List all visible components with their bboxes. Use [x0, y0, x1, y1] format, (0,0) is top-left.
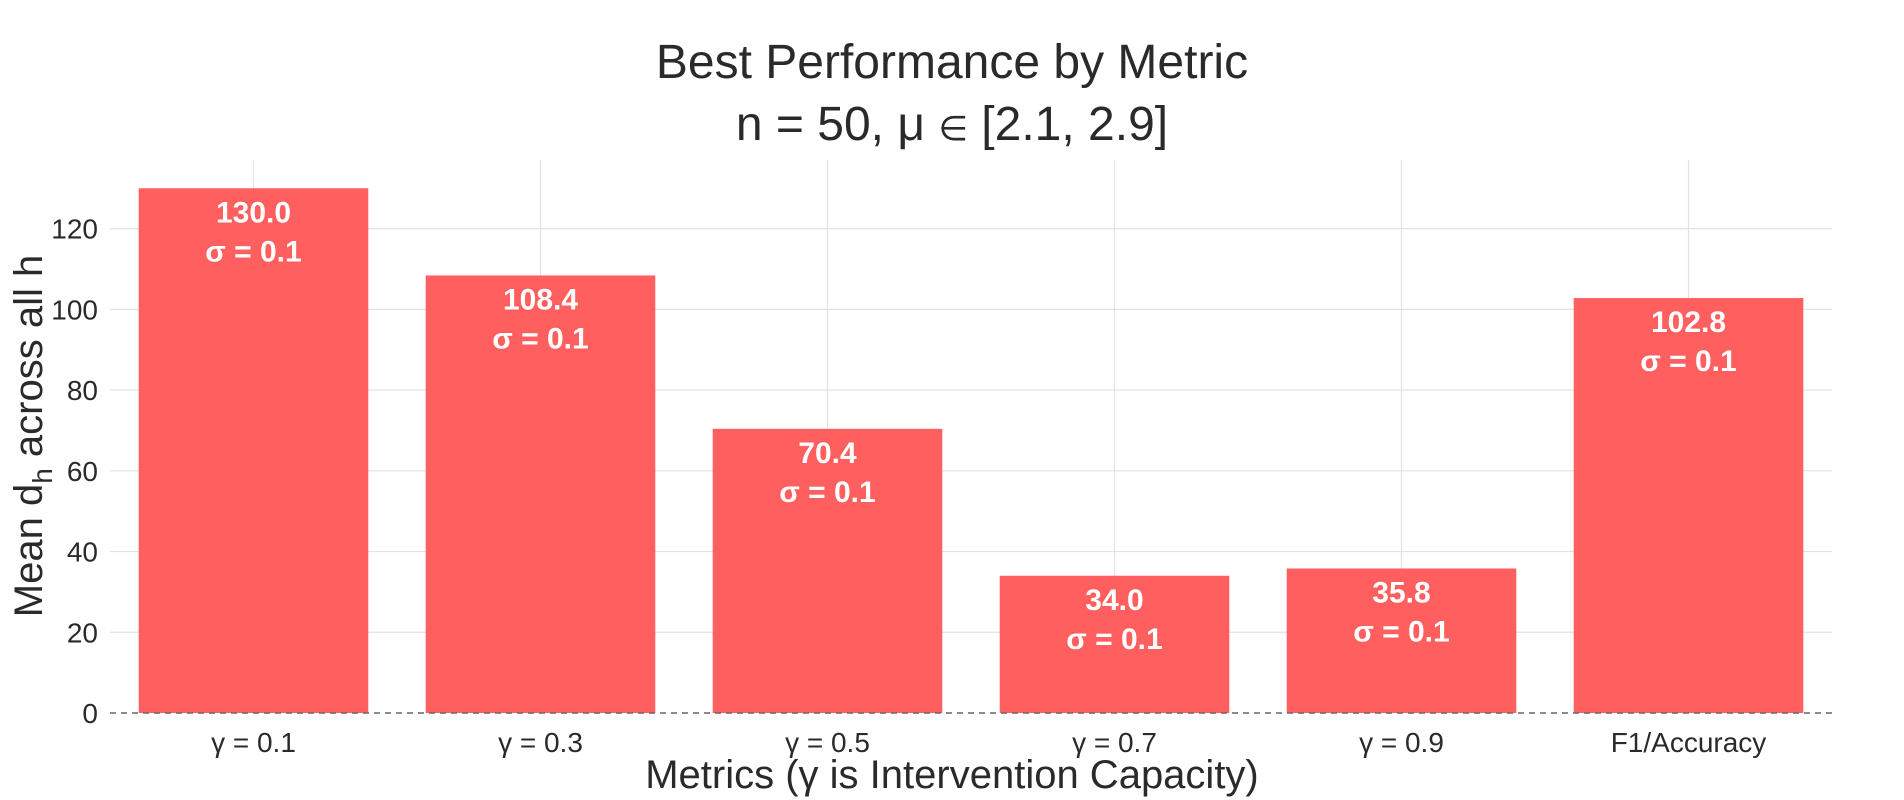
bar-value-label: 34.0: [1085, 584, 1143, 617]
x-tick-label: γ = 0.1: [211, 727, 296, 758]
bar-sigma-label: σ = 0.1: [1640, 345, 1736, 378]
y-tick-label: 20: [67, 617, 98, 648]
bar-2: [425, 275, 656, 713]
x-tick-label: γ = 0.7: [1072, 727, 1157, 758]
bar-sigma-label: σ = 0.1: [492, 322, 588, 355]
gridlines: [110, 160, 1832, 713]
bar-value-label: 108.4: [503, 283, 578, 316]
bars: [138, 188, 1804, 713]
y-tick-label: 120: [51, 214, 98, 245]
x-axis-title: Metrics (γ is Intervention Capacity): [645, 753, 1259, 797]
bar-sigma-label: σ = 0.1: [779, 476, 875, 509]
bar-sigma-label: σ = 0.1: [205, 235, 301, 268]
y-axis-ticks: 0 20 40 60 80 100 120: [51, 214, 98, 729]
y-tick-label: 60: [67, 456, 98, 487]
bar-value-label: 130.0: [216, 196, 291, 229]
y-axis-title: Mean dh across all h: [7, 255, 58, 617]
y-tick-label: 40: [67, 537, 98, 568]
y-tick-label: 0: [82, 698, 98, 729]
x-tick-label: γ = 0.3: [498, 727, 583, 758]
bar-value-label: 70.4: [798, 437, 857, 470]
y-tick-label: 100: [51, 294, 98, 325]
bar-1: [138, 188, 369, 713]
bar-5: [1286, 568, 1517, 713]
x-tick-label: F1/Accuracy: [1611, 727, 1767, 758]
bar-value-label: 102.8: [1651, 306, 1726, 339]
bar-value-label: 35.8: [1372, 576, 1430, 609]
x-axis-ticks: γ = 0.1 γ = 0.3 γ = 0.5 γ = 0.7 γ = 0.9 F1/Ac…: [211, 727, 1766, 758]
bar-6: [1573, 298, 1804, 713]
bar-4: [999, 575, 1230, 713]
bar-labels: 130.0 σ = 0.1 108.4 σ = 0.1 70.4 σ = 0.1 34.0 σ…: [205, 196, 1736, 656]
bar-sigma-label: σ = 0.1: [1353, 615, 1449, 648]
bar-3: [712, 428, 943, 713]
bar-sigma-label: σ = 0.1: [1066, 623, 1162, 656]
chart-title: Best Performance by Metric: [656, 36, 1248, 89]
x-tick-label: γ = 0.5: [785, 727, 870, 758]
chart-subtitle: n = 50, μ ∈ [2.1, 2.9]: [736, 98, 1168, 151]
y-tick-label: 80: [67, 375, 98, 406]
x-tick-label: γ = 0.9: [1359, 727, 1444, 758]
